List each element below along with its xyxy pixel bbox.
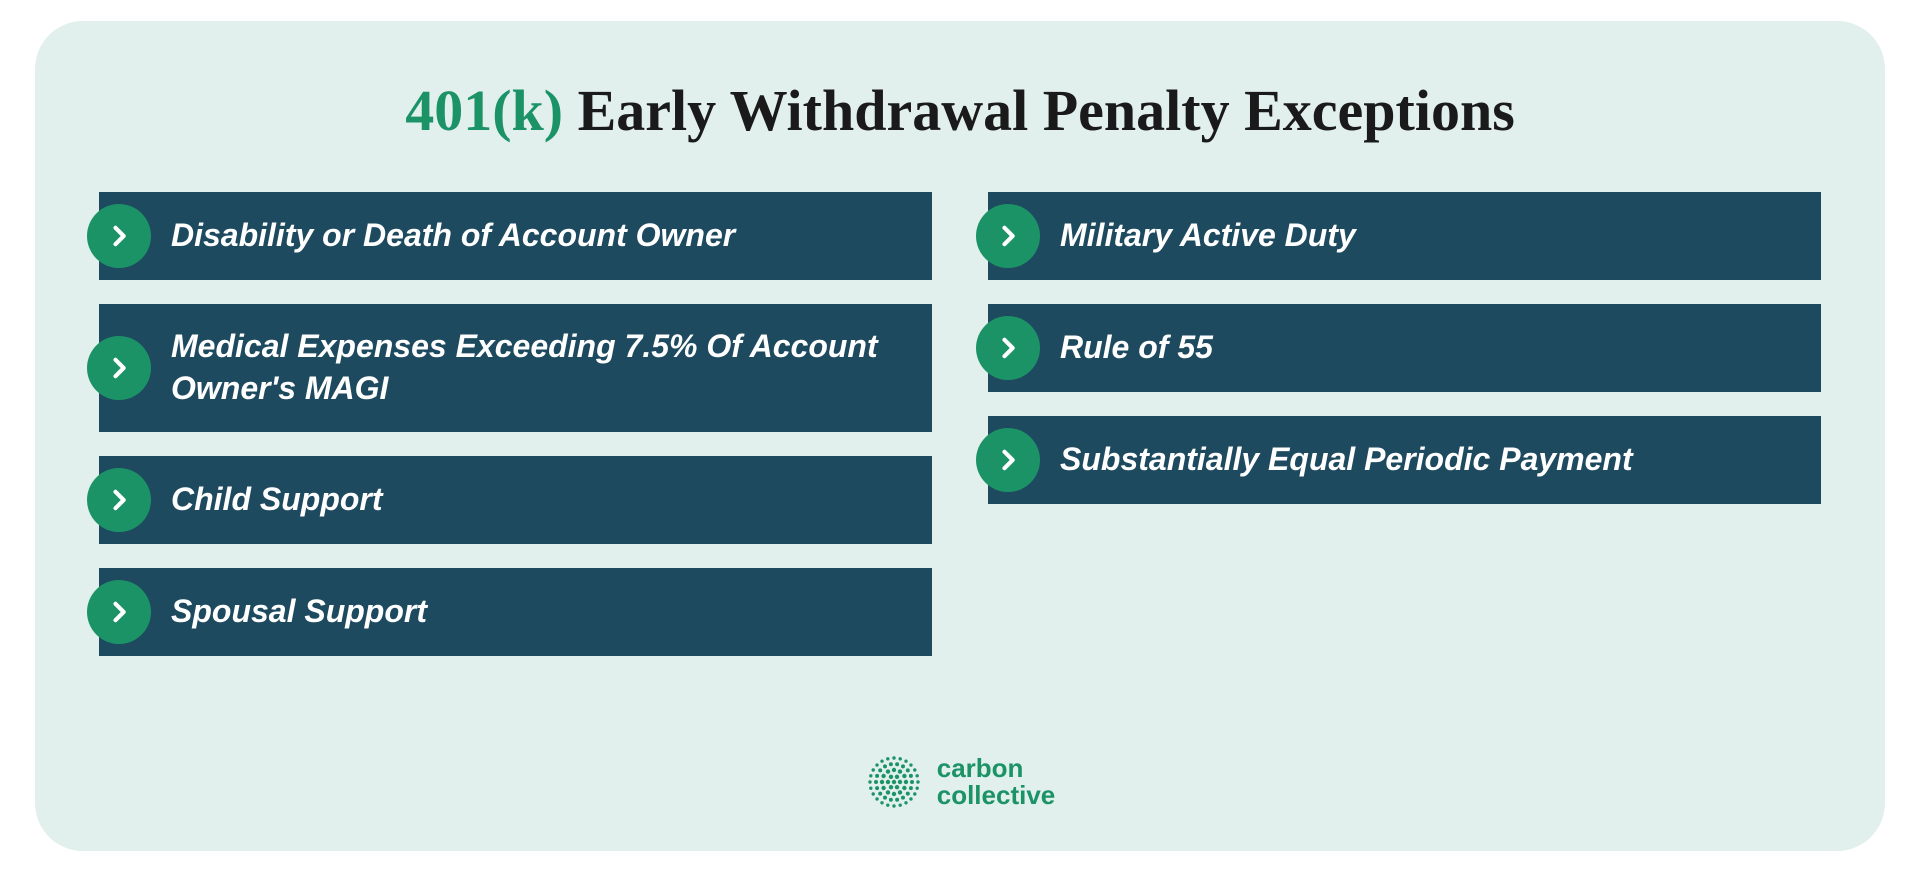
footer-logo: carbon collective bbox=[99, 753, 1821, 811]
list-item-label: Disability or Death of Account Owner bbox=[171, 215, 735, 257]
logo-line2: collective bbox=[937, 782, 1056, 809]
chevron-right-icon bbox=[976, 204, 1040, 268]
list-item-label: Military Active Duty bbox=[1060, 215, 1356, 257]
chevron-right-icon bbox=[976, 428, 1040, 492]
logo-icon bbox=[865, 753, 923, 811]
title-rest: Early Withdrawal Penalty Exceptions bbox=[563, 78, 1515, 143]
right-column: Military Active Duty Rule of 55 Substantia… bbox=[988, 192, 1821, 717]
list-item: Military Active Duty bbox=[988, 192, 1821, 280]
list-item: Medical Expenses Exceeding 7.5% Of Accou… bbox=[99, 304, 932, 432]
list-item: Substantially Equal Periodic Payment bbox=[988, 416, 1821, 504]
list-item: Disability or Death of Account Owner bbox=[99, 192, 932, 280]
chevron-right-icon bbox=[87, 468, 151, 532]
list-item-label: Rule of 55 bbox=[1060, 327, 1213, 369]
list-item-label: Child Support bbox=[171, 479, 383, 521]
chevron-right-icon bbox=[87, 204, 151, 268]
chevron-right-icon bbox=[87, 336, 151, 400]
list-item: Rule of 55 bbox=[988, 304, 1821, 392]
chevron-right-icon bbox=[87, 580, 151, 644]
left-column: Disability or Death of Account Owner Medi… bbox=[99, 192, 932, 717]
columns-container: Disability or Death of Account Owner Medi… bbox=[99, 192, 1821, 717]
list-item-label: Medical Expenses Exceeding 7.5% Of Accou… bbox=[171, 326, 904, 409]
info-card: 401(k) Early Withdrawal Penalty Exceptio… bbox=[35, 21, 1885, 851]
list-item: Spousal Support bbox=[99, 568, 932, 656]
chevron-right-icon bbox=[976, 316, 1040, 380]
list-item-label: Spousal Support bbox=[171, 591, 427, 633]
list-item: Child Support bbox=[99, 456, 932, 544]
list-item-label: Substantially Equal Periodic Payment bbox=[1060, 439, 1633, 481]
logo-line1: carbon bbox=[937, 755, 1056, 782]
title-highlight: 401(k) bbox=[405, 78, 563, 143]
page-title: 401(k) Early Withdrawal Penalty Exceptio… bbox=[99, 77, 1821, 144]
logo-text: carbon collective bbox=[937, 755, 1056, 810]
